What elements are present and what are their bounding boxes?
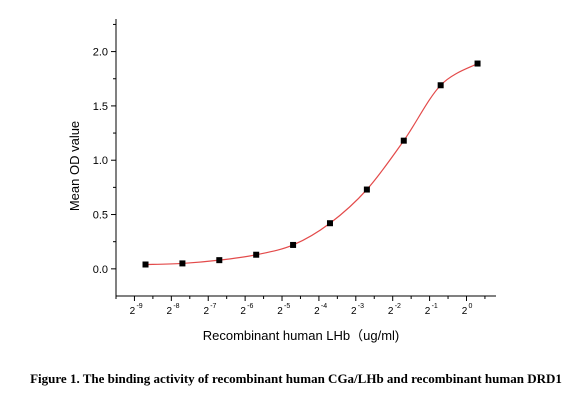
- x-tick-exponent: -5: [284, 303, 290, 310]
- x-tick-exponent: -1: [432, 303, 438, 310]
- data-point: [326, 220, 333, 227]
- fit-curve: [145, 63, 478, 266]
- data-point: [253, 251, 260, 258]
- x-tick-exponent: -3: [358, 303, 364, 310]
- data-point: [142, 261, 149, 268]
- x-tick-exponent: -9: [136, 303, 142, 310]
- y-tick-label: 1.5: [93, 101, 108, 113]
- y-tick-label: 0.5: [93, 210, 108, 222]
- y-tick-label: 1.0: [93, 155, 108, 167]
- y-ticks: 0.0 0.5 1.0 1.5 2.0: [93, 23, 116, 276]
- y-tick-label: 2.0: [93, 47, 108, 59]
- data-point: [179, 260, 186, 267]
- x-tick-label: 2: [388, 306, 394, 317]
- x-tick-exponent: -6: [247, 303, 253, 310]
- data-point: [363, 186, 370, 193]
- x-tick-exponent: -7: [210, 303, 216, 310]
- x-tick-label: 2: [240, 306, 246, 317]
- figure-caption: Figure 1. The binding activity of recomb…: [30, 371, 562, 386]
- x-tick-exponent: -8: [173, 303, 179, 310]
- data-point: [437, 82, 444, 89]
- x-tick-label: 2: [425, 306, 431, 317]
- data-point: [474, 60, 481, 67]
- x-tick-label: 2: [314, 306, 320, 317]
- chart-axes: [115, 19, 496, 297]
- x-tick-label: 2: [203, 306, 209, 317]
- x-ticks: 2 -9 2 -8 2 -7 2 -6 2 -5 2 -4 2 -3 2 -2 2 -1 2 0: [115, 296, 486, 317]
- x-tick-label: 2: [130, 306, 136, 317]
- x-axis-title: Recombinant human LHb（ug/ml): [203, 328, 400, 343]
- data-point: [400, 137, 407, 144]
- x-tick-label: 2: [462, 306, 468, 317]
- data-point: [216, 257, 223, 264]
- data-point: [290, 241, 297, 248]
- binding-activity-chart: 0.00.51.01.52.0 2 -9 2 -8 2 -7 2 -6 2 -5 2 -4 2 -3 2 -2…: [67, 19, 496, 343]
- x-tick-exponent: 0: [468, 303, 472, 310]
- data-points: [142, 60, 481, 268]
- y-tick-label: 0.0: [93, 264, 108, 276]
- x-tick-label: 2: [167, 306, 173, 317]
- y-axis-title: Mean OD value: [67, 121, 82, 211]
- x-tick-label: 2: [277, 306, 283, 317]
- x-tick-exponent: -2: [395, 303, 401, 310]
- x-tick-exponent: -4: [321, 303, 327, 310]
- x-tick-label: 2: [351, 306, 357, 317]
